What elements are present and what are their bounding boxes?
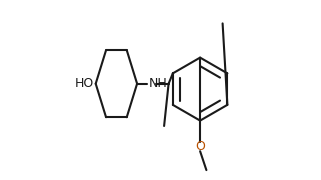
Text: HO: HO xyxy=(75,77,94,90)
Text: O: O xyxy=(195,140,205,153)
Text: NH: NH xyxy=(149,77,168,90)
